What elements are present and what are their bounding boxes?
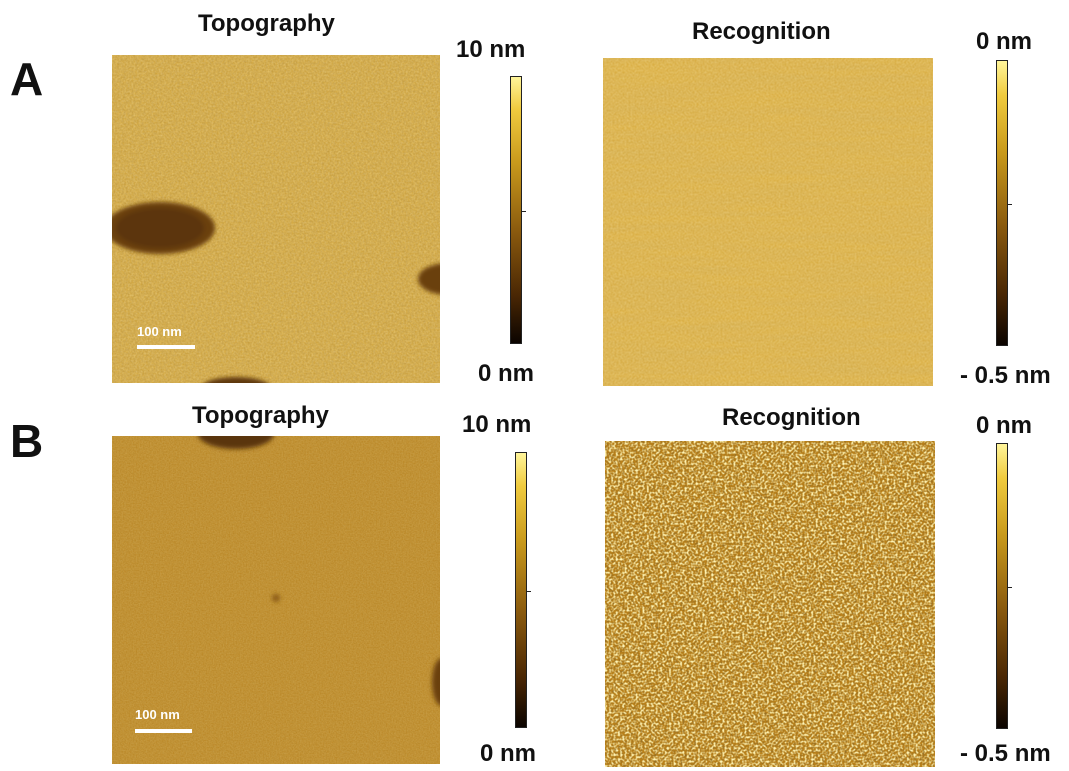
topography-colorbar-b <box>515 452 531 728</box>
topography-domain-a-bottom <box>204 377 268 383</box>
panel-letter-b: B <box>10 415 44 467</box>
panel-letter-a: A <box>10 53 44 105</box>
recognition-colorbar-max-a: 0 nm <box>976 28 1033 55</box>
topography-image-b <box>112 436 440 764</box>
topography-domain-b-top <box>198 436 274 449</box>
scale-bar-label-a: 100 nm <box>137 324 182 339</box>
topography-colorbar-a <box>510 76 526 344</box>
topography-colorbar-max-a: 10 nm <box>456 36 526 63</box>
topography-colorbar-min-a: 0 nm <box>478 360 535 387</box>
topography-domain-a-right <box>418 263 440 295</box>
scale-bar-b <box>135 729 192 733</box>
recognition-colorbar-b <box>996 443 1012 729</box>
recognition-colorbar-max-b: 0 nm <box>976 412 1033 439</box>
recognition-colorbar-min-b: - 0.5 nm <box>960 740 1051 767</box>
topography-title-a: Topography <box>198 10 335 37</box>
scale-bar-a <box>137 345 195 349</box>
scale-bar-label-b: 100 nm <box>135 707 180 722</box>
recognition-image-b <box>605 441 935 767</box>
recognition-title-a: Recognition <box>692 18 831 45</box>
topography-colorbar-min-b: 0 nm <box>480 740 537 767</box>
topography-colorbar-max-b: 10 nm <box>462 411 532 438</box>
recognition-image-a <box>603 58 933 386</box>
topography-spot-b <box>272 594 280 602</box>
topography-domain-b-right <box>432 658 440 706</box>
recognition-title-b: Recognition <box>722 404 861 431</box>
topography-image-a <box>112 55 440 383</box>
recognition-colorbar-min-a: - 0.5 nm <box>960 362 1051 389</box>
recognition-colorbar-a <box>996 60 1012 346</box>
topography-title-b: Topography <box>192 402 329 429</box>
